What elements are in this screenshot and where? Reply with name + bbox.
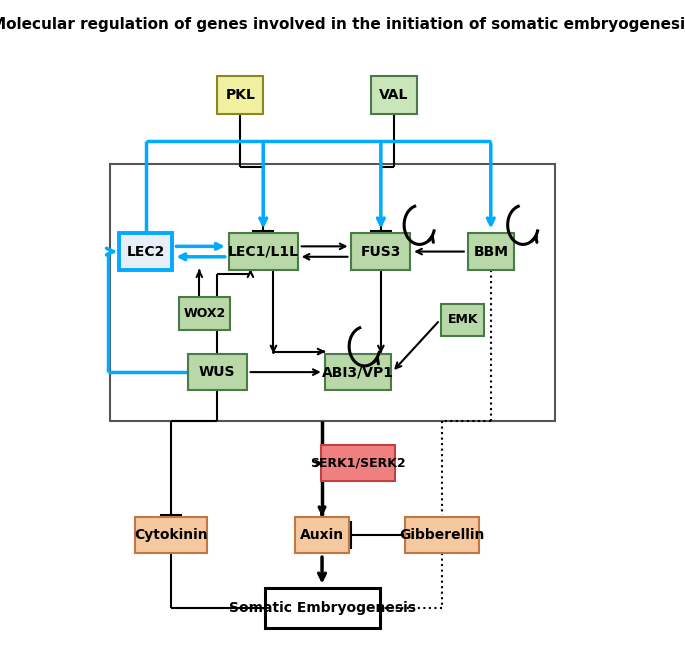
Text: LEC2: LEC2 [127,245,165,259]
FancyBboxPatch shape [468,232,514,270]
FancyBboxPatch shape [321,445,395,481]
Text: Auxin: Auxin [300,528,344,542]
FancyBboxPatch shape [441,304,484,336]
FancyBboxPatch shape [136,517,207,553]
Text: BBM: BBM [473,245,508,259]
FancyBboxPatch shape [229,232,298,270]
FancyBboxPatch shape [351,232,410,270]
Text: Molecular regulation of genes involved in the initiation of somatic embryogenesi: Molecular regulation of genes involved i… [0,17,685,32]
Text: SERK1/SERK2: SERK1/SERK2 [310,457,406,470]
Text: Somatic Embryogenesis: Somatic Embryogenesis [229,601,416,615]
FancyBboxPatch shape [295,517,349,553]
FancyBboxPatch shape [264,588,379,628]
Text: WUS: WUS [199,365,236,379]
FancyBboxPatch shape [179,297,230,330]
Text: FUS3: FUS3 [361,245,401,259]
FancyBboxPatch shape [217,76,263,114]
Text: WOX2: WOX2 [184,307,225,320]
Text: Cytokinin: Cytokinin [134,528,208,542]
Text: LEC1/L1L: LEC1/L1L [227,245,299,259]
FancyBboxPatch shape [119,232,173,270]
Text: VAL: VAL [379,88,408,102]
Text: EMK: EMK [447,313,478,326]
FancyBboxPatch shape [371,76,416,114]
FancyBboxPatch shape [325,354,391,390]
FancyBboxPatch shape [188,354,247,390]
Text: ABI3/VP1: ABI3/VP1 [322,365,394,379]
Text: PKL: PKL [225,88,256,102]
Text: Gibberellin: Gibberellin [399,528,485,542]
FancyBboxPatch shape [110,164,555,421]
FancyBboxPatch shape [405,517,480,553]
